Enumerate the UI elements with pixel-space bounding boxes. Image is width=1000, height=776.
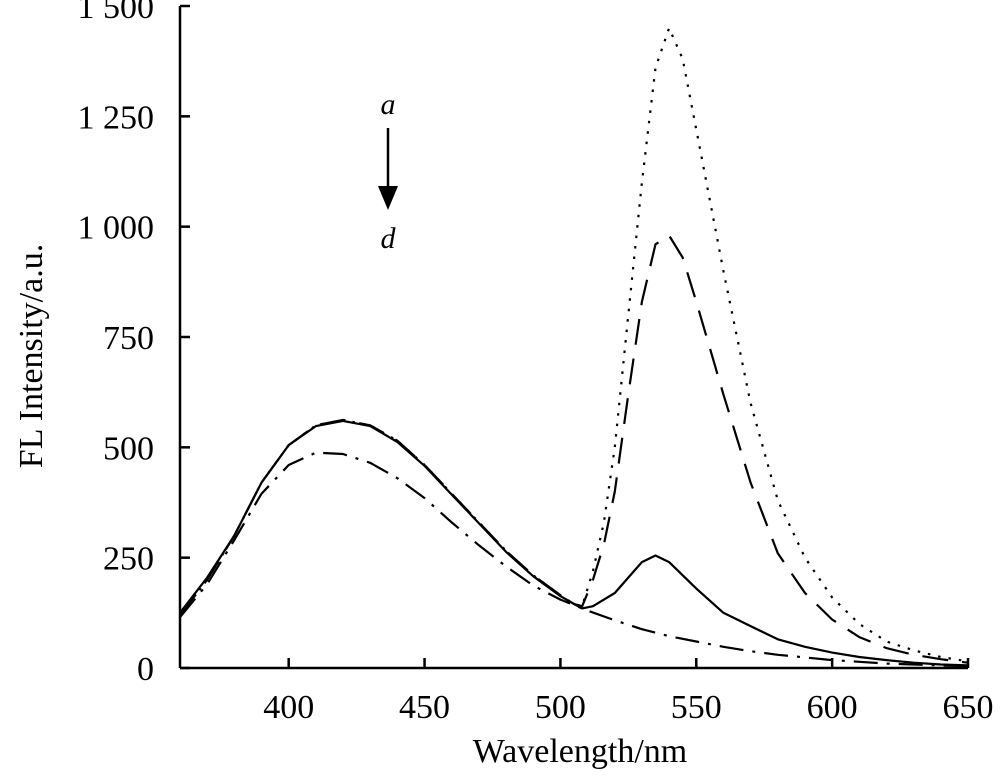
x-tick-label: 500 <box>535 689 586 726</box>
x-tick-label: 550 <box>671 689 722 726</box>
x-tick-label: 650 <box>943 689 994 726</box>
x-tick-label: 450 <box>399 689 450 726</box>
series-line-dotted <box>179 27 969 663</box>
series-line-dash-dot <box>179 451 969 668</box>
annotation-start-label: a <box>381 88 396 121</box>
tick-layer: 0 250 500 750 1 000 1 250 1 500 400 450 500 550 600… <box>78 0 994 726</box>
y-axis-title: FL Intensity/a.u. <box>13 244 50 468</box>
trend-annotation: a d <box>378 88 398 255</box>
y-tick-label: 1 500 <box>78 0 155 26</box>
annotation-arrow-head-icon <box>378 186 398 210</box>
y-tick-label: 1 250 <box>78 99 155 136</box>
y-tick-label: 500 <box>103 430 154 467</box>
y-tick-label: 0 <box>137 651 154 688</box>
y-tick-label: 750 <box>103 320 154 357</box>
series-line-dashed <box>179 234 969 664</box>
y-tick-label: 250 <box>103 541 154 578</box>
x-axis-title: Wavelength/nm <box>473 733 687 770</box>
axis-layer <box>178 6 968 670</box>
x-tick-label: 400 <box>263 689 314 726</box>
series-layer <box>179 27 969 668</box>
annotation-end-label: d <box>381 222 397 255</box>
series-line-solid <box>179 419 969 667</box>
x-tick-label: 600 <box>807 689 858 726</box>
y-tick-label: 1 000 <box>78 210 155 247</box>
